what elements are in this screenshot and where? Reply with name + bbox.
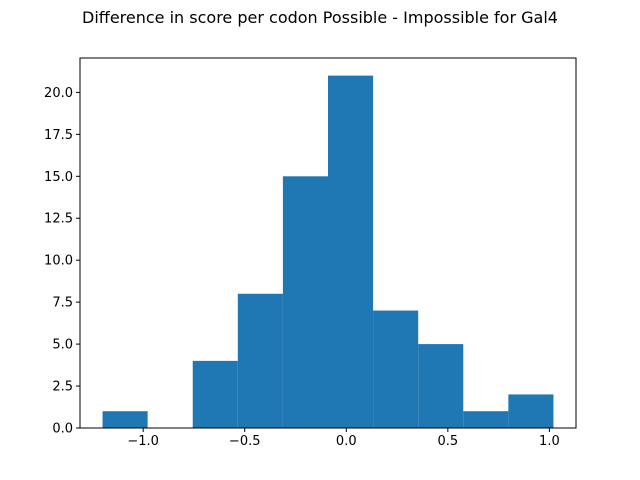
y-tick-label: 0.0 [52, 422, 73, 437]
y-tick-label: 10.0 [44, 254, 73, 269]
histogram-bar [328, 75, 374, 428]
y-tick-label: 7.5 [52, 296, 73, 311]
x-tick-label: 1.0 [539, 434, 560, 449]
y-tick-label: 15.0 [44, 170, 73, 185]
plot-area-frame [79, 57, 577, 429]
y-tick-label: 5.0 [52, 338, 73, 353]
x-tick-label: −0.5 [229, 434, 261, 449]
y-axis-ticks: 0.0 2.5 5.0 7.5 10.0 12.5 15.0 17.5 20.0 [44, 86, 80, 437]
histogram-bar [282, 176, 328, 428]
chart-title: Difference in score per codon Possible -… [82, 8, 558, 27]
y-tick-label: 17.5 [44, 128, 73, 143]
histogram-bar [192, 360, 238, 428]
y-tick-label: 2.5 [52, 380, 73, 395]
histogram-bar [463, 411, 509, 428]
histogram-bars [102, 75, 554, 428]
y-tick-label: 20.0 [44, 86, 73, 101]
histogram-bar [102, 411, 148, 428]
x-tick-label: −1.0 [127, 434, 159, 449]
histogram-bar [373, 310, 419, 428]
y-tick-label: 12.5 [44, 212, 73, 227]
x-axis-ticks: −1.0 −0.5 0.0 0.5 1.0 [127, 428, 560, 449]
histogram-bar [237, 293, 283, 428]
x-tick-label: 0.5 [437, 434, 458, 449]
x-tick-label: 0.0 [336, 434, 357, 449]
histogram-bar [508, 394, 554, 428]
histogram-bar [418, 344, 464, 428]
